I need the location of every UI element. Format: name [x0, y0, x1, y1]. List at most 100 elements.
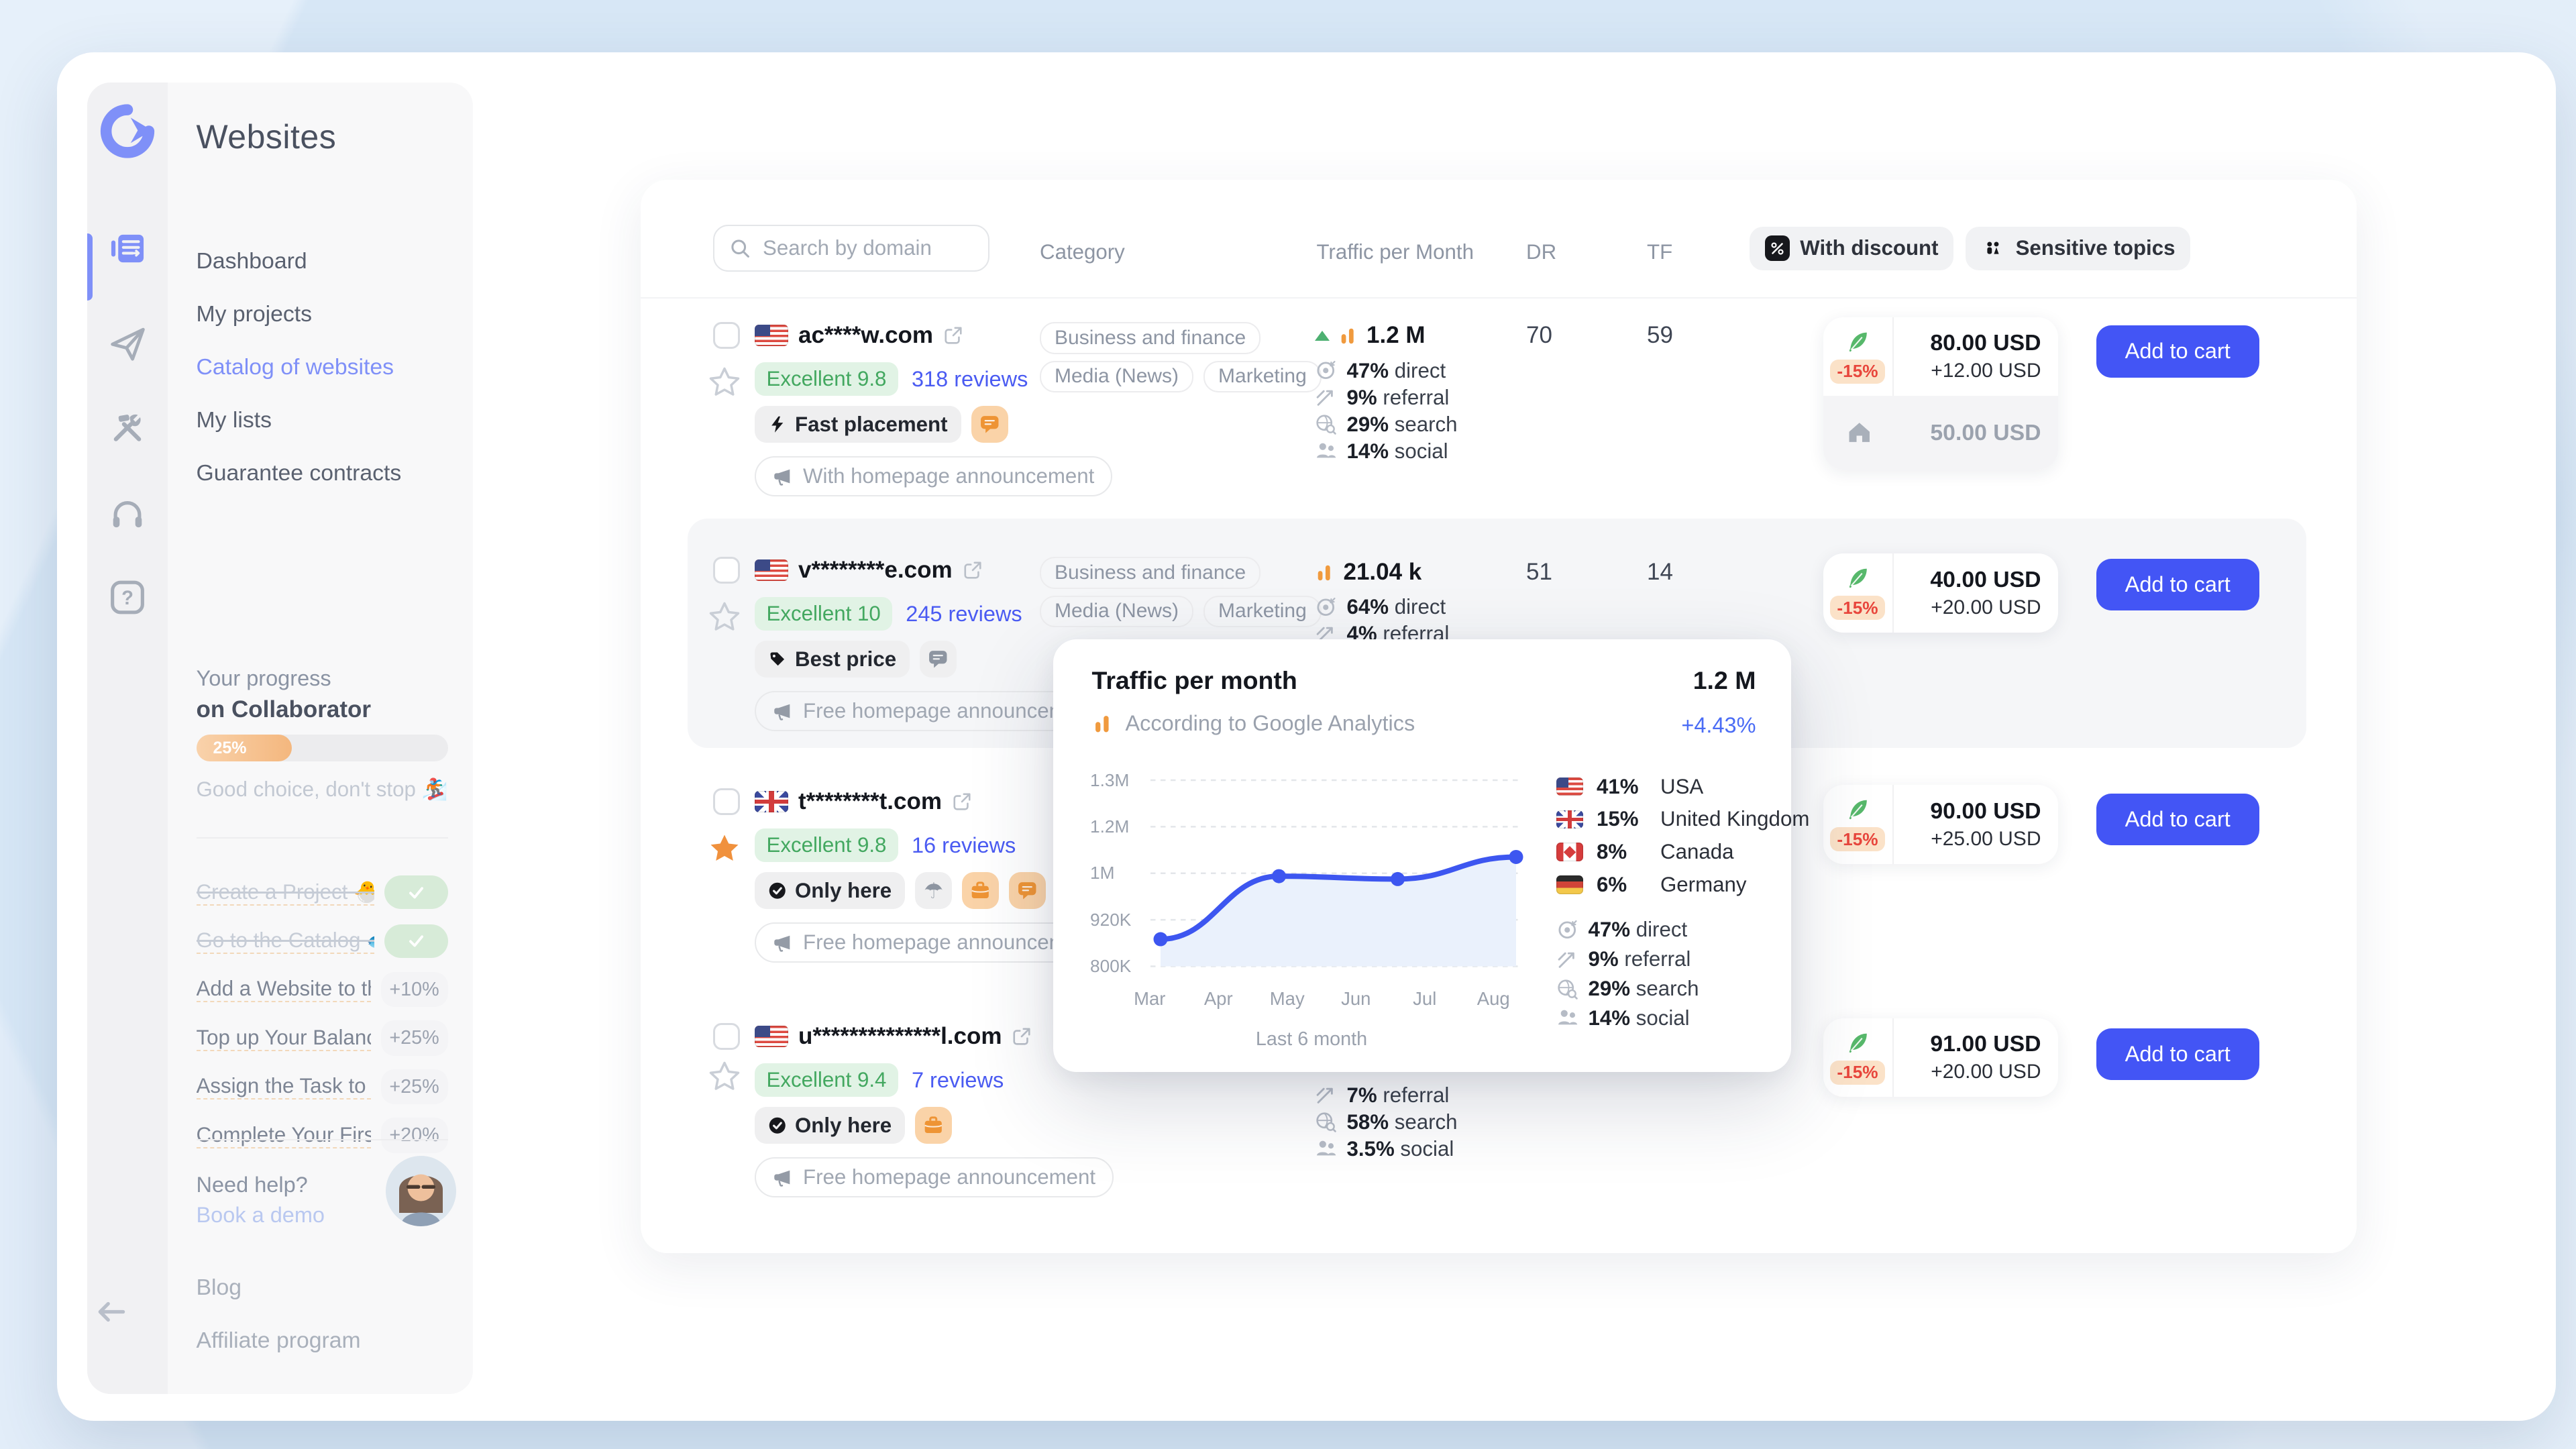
collaborator-logo-icon[interactable] — [99, 103, 156, 160]
table-row: t********t.com Excellent 9.8 16 reviews … — [641, 763, 2357, 1000]
country-percent: 6% — [1597, 872, 1627, 896]
country-percent: 15% — [1597, 807, 1639, 831]
chat-bubble-icon[interactable] — [1009, 872, 1046, 909]
search-input[interactable] — [763, 236, 973, 260]
tooltip-source: According to Google Analytics — [1092, 711, 1415, 736]
megaphone-icon — [773, 466, 793, 486]
umbrella-icon[interactable]: ☂ — [915, 872, 953, 909]
favorite-star-icon[interactable] — [708, 366, 741, 399]
collapse-sidebar-icon[interactable] — [91, 1293, 127, 1330]
external-link-icon[interactable] — [952, 792, 972, 812]
search-traffic-icon — [1556, 978, 1578, 1000]
referral-icon — [1315, 1084, 1337, 1106]
checklist-item-label: Go to the Catalog 🐟 — [196, 928, 374, 954]
reward-badge: +20% — [380, 1118, 448, 1153]
checklist-item[interactable]: Create a Project 🐣 — [196, 875, 448, 909]
sidebar-icon-rail — [87, 82, 168, 1394]
best-price-badge: Best price — [755, 641, 910, 678]
sidebar-menu-item[interactable]: Dashboard — [196, 248, 307, 274]
x-tick-label: May — [1269, 987, 1305, 1009]
favorite-star-icon[interactable] — [708, 832, 741, 865]
external-link-icon[interactable] — [963, 560, 983, 580]
domain-name[interactable]: ac****w.com — [798, 322, 934, 348]
checklist-item[interactable]: Assign the Task to the ... +25% — [196, 1069, 448, 1105]
country-flag-icon — [1556, 875, 1583, 894]
checklist-item[interactable]: Complete Your First De... +20% — [196, 1118, 448, 1153]
reviews-link[interactable]: 318 reviews — [911, 366, 1028, 391]
price-card: -15% 40.00 USD +20.00 USD — [1823, 553, 2058, 633]
external-link-icon[interactable] — [1012, 1026, 1032, 1046]
source-breakdown: 47% direct 9% referral 29% search 14% so… — [1556, 918, 1699, 1030]
check-icon — [384, 924, 448, 958]
reviews-link[interactable]: 7 reviews — [911, 1067, 1004, 1092]
reward-badge: +25% — [380, 1020, 448, 1056]
websites-table: Category Traffic per Month DR TF Price W… — [641, 179, 2357, 1253]
checklist-item[interactable]: Go to the Catalog 🐟 — [196, 924, 448, 958]
trend-up-icon — [1315, 330, 1330, 341]
price-card: -15% 91.00 USD +20.00 USD — [1823, 1018, 2058, 1097]
sidebar-menu: Dashboard My projects Catalog of websites M… — [197, 248, 402, 486]
search-box[interactable] — [712, 225, 989, 272]
sidebar-menu-item[interactable]: Guarantee contracts — [196, 460, 402, 486]
chart-caption: Last 6 month — [1255, 1028, 1368, 1050]
favorite-star-icon[interactable] — [708, 600, 741, 634]
sensitive-topics-toggle[interactable]: Sensitive topics — [1965, 226, 2190, 270]
traffic-change: +4.43% — [1681, 712, 1756, 737]
homepage-price: 50.00 USD — [1930, 419, 2041, 445]
row-checkbox[interactable] — [712, 322, 740, 349]
tooltip-title: Traffic per month — [1091, 665, 1297, 694]
add-to-cart-button[interactable]: Add to cart — [2096, 1028, 2259, 1080]
sidebar-footer-item[interactable]: Affiliate program — [196, 1328, 361, 1353]
active-indicator — [87, 233, 93, 301]
row-checkbox[interactable] — [712, 788, 740, 815]
row-checkbox[interactable] — [712, 1023, 740, 1050]
column-header-category: Category — [1040, 239, 1125, 264]
y-tick-label: 800K — [1090, 956, 1132, 976]
traffic-chart — [1093, 763, 1529, 981]
row-checkbox[interactable] — [712, 557, 740, 584]
sidebar-menu-item[interactable]: My lists — [196, 407, 272, 433]
column-header-traffic: Traffic per Month — [1316, 239, 1474, 264]
domain-name[interactable]: u**************l.com — [798, 1023, 1002, 1049]
country-percent: 8% — [1597, 840, 1627, 863]
dashboard-icon[interactable] — [109, 230, 146, 267]
checklist-item[interactable]: Add a Website to the C... +10% — [196, 971, 448, 1008]
traffic-total: 21.04 k — [1343, 558, 1422, 585]
briefcase-icon[interactable] — [915, 1107, 953, 1144]
headset-icon[interactable] — [109, 496, 146, 533]
domain-name[interactable]: t********t.com — [798, 788, 942, 814]
checklist-item-label: Complete Your First De... — [196, 1123, 371, 1148]
add-to-cart-button[interactable]: Add to cart — [2096, 558, 2259, 610]
tag-icon — [768, 650, 787, 669]
add-to-cart-button[interactable]: Add to cart — [2096, 325, 2259, 378]
reward-badge: +10% — [380, 971, 448, 1008]
checklist-item-label: Add a Website to the C... — [196, 977, 371, 1002]
traffic-bars-icon — [1338, 325, 1358, 345]
country-flag-icon — [1556, 843, 1583, 861]
reviews-link[interactable]: 245 reviews — [906, 601, 1022, 626]
briefcase-icon[interactable] — [962, 872, 1000, 909]
book-demo-link[interactable]: Book a demo — [196, 1202, 325, 1227]
country-breakdown: 41% USA 15% United Kingdom 8% Canada — [1556, 775, 1809, 896]
sidebar-menu-item[interactable]: Catalog of websites — [196, 354, 394, 380]
country-name: Canada — [1660, 840, 1734, 863]
checklist-item[interactable]: Top up Your Balance 🍺 +25% — [196, 1020, 448, 1056]
domain-name[interactable]: v********e.com — [798, 557, 953, 583]
reviews-link[interactable]: 16 reviews — [911, 833, 1016, 857]
paper-plane-icon[interactable] — [109, 325, 146, 362]
with-discount-toggle[interactable]: With discount — [1750, 226, 1954, 270]
x-tick-label: Jul — [1413, 987, 1437, 1009]
chat-bubble-icon[interactable] — [920, 641, 957, 678]
sidebar-footer-item[interactable]: Blog — [196, 1275, 242, 1300]
uk-flag-icon — [755, 790, 788, 813]
add-to-cart-button[interactable]: Add to cart — [2096, 793, 2259, 845]
tools-icon[interactable] — [109, 409, 146, 446]
help-icon[interactable] — [109, 579, 146, 616]
check-icon — [384, 875, 448, 909]
chat-bubble-icon[interactable] — [971, 406, 1008, 443]
us-flag-icon — [755, 1025, 788, 1048]
external-link-icon[interactable] — [943, 325, 963, 345]
favorite-star-icon[interactable] — [708, 1060, 741, 1093]
checklist-item-label: Create a Project 🐣 — [196, 879, 374, 906]
sidebar-menu-item[interactable]: My projects — [196, 301, 313, 327]
